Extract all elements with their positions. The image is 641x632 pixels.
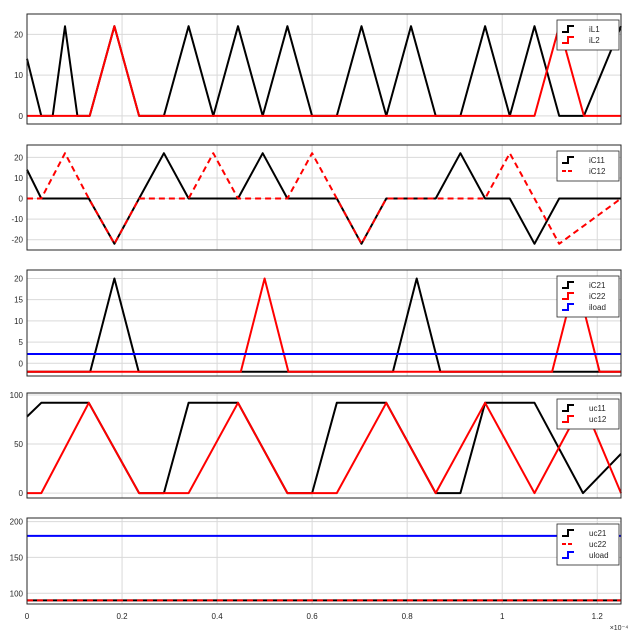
subplot-3: 0 5 10 15 20 iC21 iC22 iload xyxy=(14,269,622,377)
y-tick-label: 50 xyxy=(14,440,23,449)
y-tick-label: 200 xyxy=(10,518,24,527)
legend-label: iC21 xyxy=(589,281,606,290)
legend-symbol xyxy=(562,281,574,289)
series-line-iC12 xyxy=(27,152,622,245)
legend-label: iload xyxy=(589,303,606,312)
legend: uc21 uc22 uload xyxy=(556,523,620,566)
x-tick-label: 1 xyxy=(500,612,505,621)
axes-frame xyxy=(26,517,622,605)
legend-box xyxy=(556,19,620,51)
legend-symbol xyxy=(562,25,574,33)
x-tick-label: 0.2 xyxy=(116,612,128,621)
x-tick-label: 0.4 xyxy=(212,612,224,621)
legend-label: iC11 xyxy=(589,156,605,165)
legend-symbol xyxy=(562,292,574,300)
legend-label: uc11 xyxy=(589,404,606,413)
legend-symbol xyxy=(562,551,574,559)
y-tick-label: 150 xyxy=(10,553,24,562)
legend-symbol xyxy=(562,303,574,311)
y-tick-label: -20 xyxy=(11,236,23,245)
axes-frame xyxy=(26,144,622,251)
legend-symbol xyxy=(562,415,574,423)
legend-label: iL2 xyxy=(589,36,600,45)
axes-frame xyxy=(26,269,622,377)
legend-box xyxy=(556,398,620,430)
x-tick-label: 0.8 xyxy=(402,612,414,621)
legend-label: uload xyxy=(589,551,609,560)
y-tick-label: 10 xyxy=(14,317,23,326)
y-tick-label: -10 xyxy=(11,215,23,224)
x-tick-label: 0.6 xyxy=(307,612,319,621)
y-tick-label: 0 xyxy=(19,195,24,204)
y-tick-label: 0 xyxy=(19,489,24,498)
legend-label: uc12 xyxy=(589,415,607,424)
y-tick-label: 15 xyxy=(14,296,23,305)
y-tick-label: 20 xyxy=(14,153,23,162)
y-tick-label: 5 xyxy=(19,338,24,347)
axes-frame xyxy=(26,392,622,499)
series-line-iC21 xyxy=(27,277,621,373)
legend-label: uc22 xyxy=(589,540,607,549)
subplot-5: 100 150 200 uc21 uc22 uload xyxy=(10,517,622,605)
y-tick-label: 10 xyxy=(14,71,23,80)
series-line-iL2 xyxy=(27,25,621,117)
subplot-4: 0 50 100 uc11 uc12 xyxy=(10,391,622,499)
y-tick-label: 10 xyxy=(14,174,23,183)
series-line-uc12 xyxy=(27,401,622,495)
y-tick-label: 100 xyxy=(10,589,24,598)
x-tick-label: 0 xyxy=(25,612,30,621)
x-axis: 0 0.2 0.4 0.6 0.8 1 1.2 ×10⁻⁴ xyxy=(25,612,629,632)
legend: uc11 uc12 xyxy=(556,398,620,430)
y-tick-label: 0 xyxy=(19,112,24,121)
subplot-2: -20 -10 0 10 20 iC11 iC12 xyxy=(11,144,622,251)
y-tick-label: 20 xyxy=(14,274,23,283)
legend-symbol xyxy=(562,156,574,164)
legend-symbol xyxy=(562,36,574,44)
x-tick-label: 1.2 xyxy=(592,612,604,621)
legend-label: iC12 xyxy=(589,167,606,176)
legend: iC11 iC12 xyxy=(556,150,620,182)
y-tick-label: 100 xyxy=(10,391,24,400)
legend-label: iC22 xyxy=(589,292,606,301)
y-tick-label: 0 xyxy=(19,359,24,368)
plot-area xyxy=(27,393,621,498)
axes-frame xyxy=(26,13,622,125)
legend-label: iL1 xyxy=(589,25,600,34)
legend-label: uc21 xyxy=(589,529,607,538)
legend-box xyxy=(556,150,620,182)
series-line-iC22 xyxy=(27,277,621,373)
legend-symbol xyxy=(562,404,574,412)
plot-area xyxy=(27,518,621,604)
y-tick-label: 20 xyxy=(14,30,23,39)
legend: iC21 iC22 iload xyxy=(556,275,620,318)
legend-symbol xyxy=(562,529,574,537)
x-axis-exponent: ×10⁻⁴ xyxy=(610,625,629,632)
